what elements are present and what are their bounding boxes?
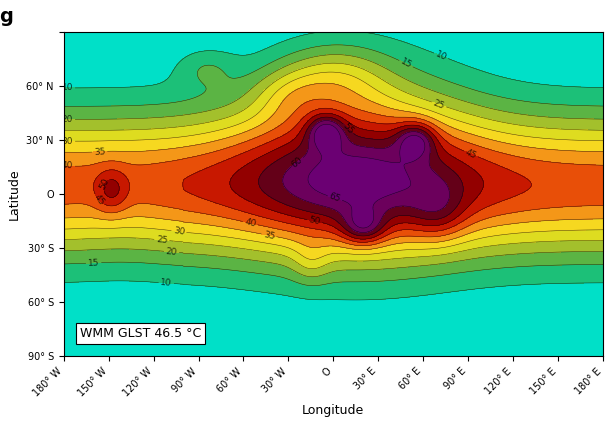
Y-axis label: Latitude: Latitude xyxy=(8,169,21,220)
Text: 45: 45 xyxy=(464,148,478,161)
Text: 45: 45 xyxy=(92,192,106,207)
X-axis label: Longitude: Longitude xyxy=(302,404,365,417)
Text: 30: 30 xyxy=(173,226,185,237)
Text: 25: 25 xyxy=(156,235,168,245)
Text: 15: 15 xyxy=(399,57,413,70)
Text: 25: 25 xyxy=(432,98,446,111)
Text: 20: 20 xyxy=(62,115,73,124)
Text: 50: 50 xyxy=(308,215,321,227)
Text: 10: 10 xyxy=(434,50,448,62)
Text: WMM GLST 46.5 °C: WMM GLST 46.5 °C xyxy=(80,327,201,340)
Text: 15: 15 xyxy=(88,258,99,268)
Text: 10: 10 xyxy=(62,84,73,92)
Text: 10: 10 xyxy=(160,278,173,288)
Text: 50: 50 xyxy=(98,177,112,191)
Text: 20: 20 xyxy=(165,247,178,257)
Text: 55: 55 xyxy=(341,121,355,136)
Text: g: g xyxy=(0,7,13,26)
Text: 40: 40 xyxy=(62,162,73,170)
Text: 35: 35 xyxy=(93,147,106,156)
Text: 40: 40 xyxy=(243,218,257,229)
Text: 65: 65 xyxy=(328,192,342,204)
Text: 35: 35 xyxy=(262,230,276,241)
Text: 60: 60 xyxy=(290,155,304,169)
Text: 30: 30 xyxy=(62,137,73,146)
